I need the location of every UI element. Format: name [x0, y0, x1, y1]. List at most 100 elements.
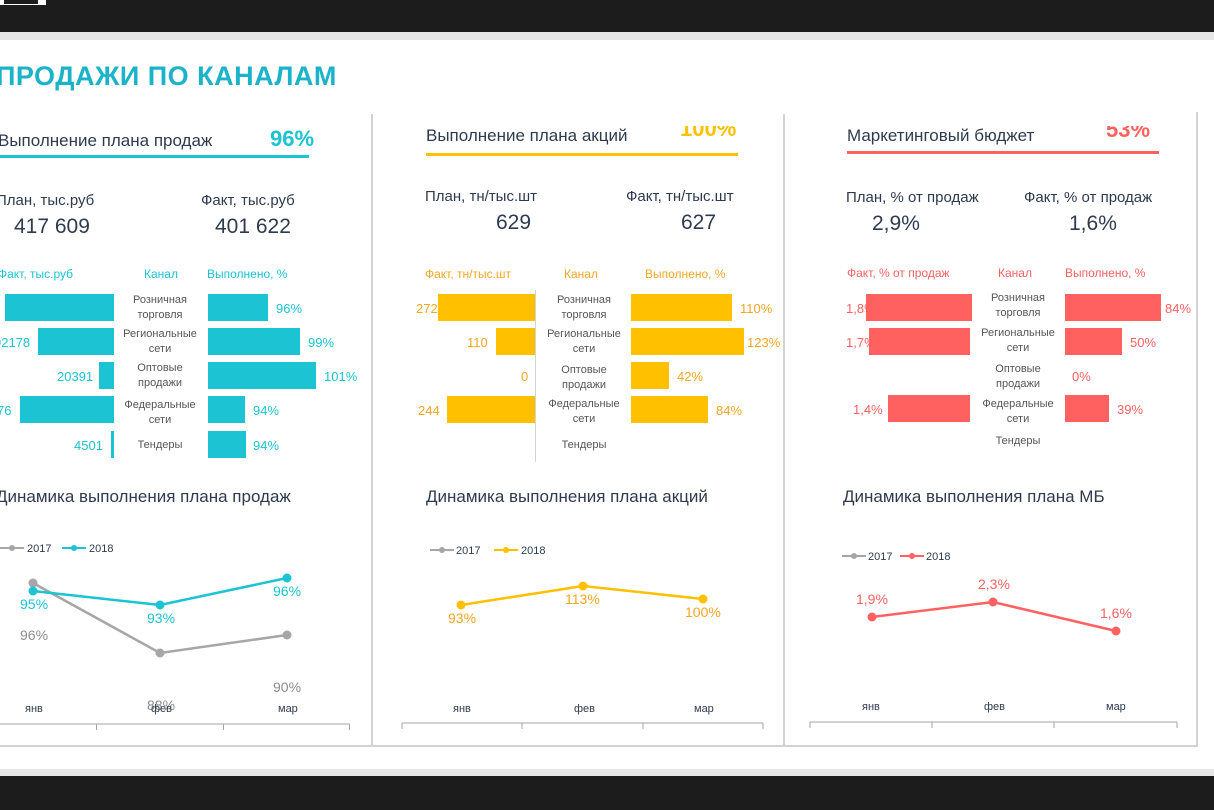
panel-mb-percent-clip: 53%: [1106, 126, 1166, 142]
mb-col-channel: Канал: [998, 266, 1032, 280]
sales-done-bar: [208, 294, 268, 321]
label-2017: 96%: [20, 627, 48, 643]
mb-channel-name: Тендеры: [995, 435, 1041, 447]
promo-col-done: Выполнено, %: [645, 267, 726, 281]
dashboard-sheet: ПРОДАЖИ ПО КАНАЛАМ Выполнение плана прод…: [0, 32, 1214, 776]
sales-done-bar: [208, 396, 245, 423]
point-2017: [28, 578, 38, 588]
legend-2017: 2017: [842, 551, 892, 563]
promo-done-bar: [631, 362, 669, 389]
mb-col-done: Выполнено, %: [1065, 266, 1146, 280]
point-2018: [1111, 626, 1121, 636]
sales-channel-name: Оптовые продажи: [137, 362, 183, 389]
label-2017: 90%: [273, 679, 301, 695]
legend-label: 2017: [27, 543, 51, 555]
sheet-edge-top: [0, 32, 1214, 40]
sales-trend-chart: 2017 2018 96% 88% 90% 95% 93% 96%: [0, 543, 350, 725]
mb-channel-name: Розничная торговля: [991, 292, 1045, 319]
panel-mb-percent: 53%: [1106, 126, 1151, 142]
month-label: мар: [1106, 701, 1126, 713]
promo-channel-name: Тендеры: [561, 439, 607, 451]
mb-channel-name: Оптовые продажи: [995, 363, 1041, 390]
sales-col-done: Выполнено, %: [207, 267, 288, 281]
sales-done-label: 94%: [253, 403, 280, 418]
sales-done-label: 101%: [324, 369, 358, 384]
label-2018: 113%: [565, 591, 600, 607]
panel-sales-percent: 96%: [270, 126, 315, 151]
sales-fact-bar: [38, 328, 114, 355]
mb-done-label: 0%: [1072, 369, 1091, 384]
mb-trend-title: Динамика выполнения плана МБ: [843, 487, 1105, 506]
sales-fact-label: Факт, тыс.руб: [201, 192, 295, 209]
promo-axis-line: [535, 290, 536, 462]
mb-done-bar: [1065, 294, 1161, 321]
bottom-bar: [0, 776, 1214, 810]
sales-fact-bar: [111, 431, 114, 458]
sales-col-fact: Факт, тыс.руб: [0, 267, 74, 281]
sales-channel-name: Розничная торговля: [133, 294, 187, 321]
promo-channel-name: Розничная торговля: [557, 294, 611, 321]
point-2018: [456, 600, 466, 610]
legend-2018: 2018: [62, 543, 113, 555]
sales-channel-name: Тендеры: [137, 439, 183, 451]
sales-plan-value: 417 609: [14, 215, 90, 238]
mb-plan-label: План, % от продаж: [846, 189, 979, 206]
sales-fact-label-value: 20391: [57, 369, 94, 384]
promo-fact-value: 627: [681, 211, 717, 234]
label-2018: 93%: [147, 610, 175, 626]
promo-done-bar: [631, 328, 744, 355]
month-label: фев: [151, 703, 173, 715]
month-label: янв: [453, 703, 471, 715]
panel-sales-title: Выполнение плана продаж: [0, 131, 213, 150]
sales-fact-bar: [20, 396, 114, 423]
promo-fact-label: Факт, тн/тыс.шт: [626, 188, 734, 205]
mb-done-bar: [1065, 328, 1122, 355]
month-label: мар: [694, 703, 714, 715]
promo-done-bar: [631, 396, 708, 423]
promo-done-label: 123%: [747, 335, 781, 350]
panel-promo-underline: [426, 153, 738, 156]
month-label: янв: [862, 701, 880, 713]
sales-trend-title: Динамика выполнения плана продаж: [0, 487, 291, 506]
panel-mb-underline: [847, 151, 1159, 154]
mb-fact-bar: [866, 294, 972, 321]
month-label: фев: [984, 701, 1006, 713]
sales-fact-label-value: 92178: [0, 335, 31, 350]
promo-channel-name: Региональные сети: [547, 328, 621, 355]
mb-done-label: 39%: [1117, 402, 1144, 417]
sales-channel-name: Федеральные сети: [124, 399, 196, 426]
mb-channel-name: Федеральные сети: [982, 398, 1054, 425]
promo-done-bar: [631, 294, 732, 321]
top-bar: [0, 0, 1214, 32]
promo-col-channel: Канал: [564, 267, 598, 281]
legend-2018: 2018: [900, 551, 950, 563]
month-label: фев: [574, 703, 596, 715]
promo-trend-chart: 2017 2018 93% 113% 100%: [401, 545, 764, 729]
point-2018: [155, 600, 165, 610]
sales-done-bar: [208, 328, 300, 355]
label-2018: 1,6%: [1100, 605, 1132, 621]
page-title: ПРОДАЖИ ПО КАНАЛАМ: [0, 61, 337, 91]
promo-fact-label-value: 272: [416, 301, 438, 316]
mb-fact-label-value: 1,7%: [846, 335, 876, 350]
mb-col-fact: Факт, % от продаж: [847, 266, 950, 280]
sales-done-bar: [208, 362, 316, 389]
mb-done-label: 50%: [1130, 335, 1157, 350]
point-2018: [988, 597, 998, 607]
promo-col-fact: Факт, тн/тыс.шт: [425, 267, 512, 281]
legend-2017: 2017: [0, 543, 51, 555]
point-2018: [282, 573, 292, 583]
promo-fact-label-value: 110: [467, 335, 488, 350]
sales-plan-label: План, тыс.руб: [0, 192, 95, 209]
sales-channel-name: Региональные сети: [123, 328, 197, 355]
legend-2018: 2018: [494, 545, 545, 557]
mb-fact-label: Факт, % от продаж: [1024, 189, 1153, 206]
promo-fact-bar: [438, 294, 535, 321]
label-2018: 2,3%: [978, 576, 1010, 592]
sales-axis-ticks: [0, 724, 350, 732]
mb-fact-value: 1,6%: [1069, 212, 1117, 235]
month-label: мар: [278, 703, 298, 715]
mb-done-label: 84%: [1165, 301, 1192, 316]
panel-separator-1: [371, 114, 373, 747]
label-2018: 100%: [685, 604, 721, 620]
